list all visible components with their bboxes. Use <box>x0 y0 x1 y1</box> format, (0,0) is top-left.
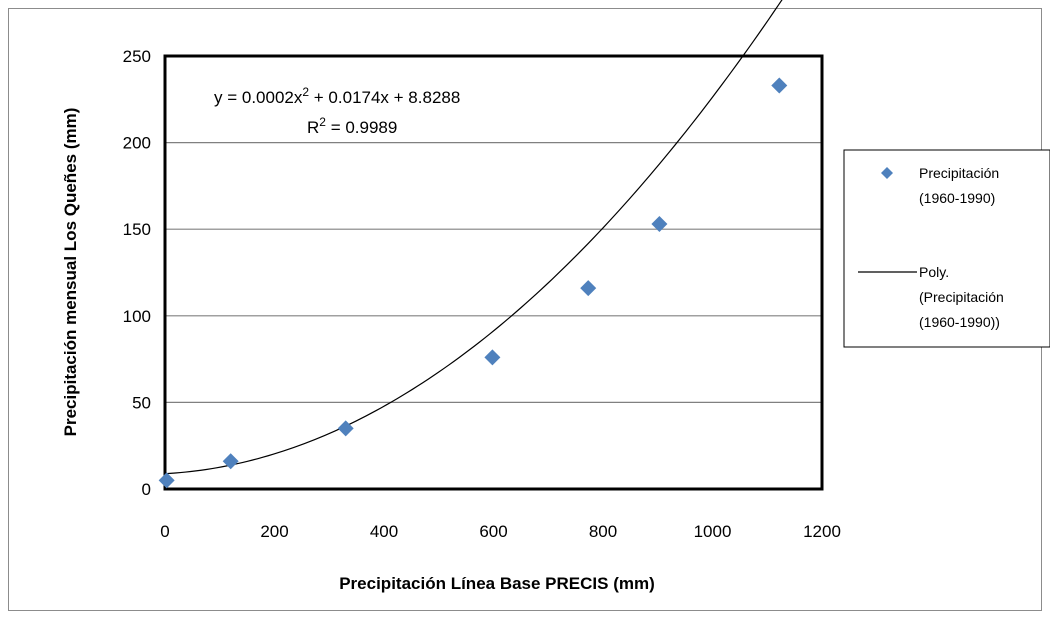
y-tick-label: 150 <box>123 220 151 239</box>
y-tick-label: 50 <box>132 393 151 412</box>
x-axis-title: Precipitación Línea Base PRECIS (mm) <box>339 574 655 593</box>
y-tick-label: 100 <box>123 307 151 326</box>
data-point <box>158 472 175 489</box>
x-tick-label: 0 <box>160 522 169 541</box>
y-tick-label: 200 <box>123 134 151 153</box>
legend-label-trend-name: (Precipitación <box>919 289 1004 305</box>
x-tick-label: 600 <box>479 522 507 541</box>
gridlines <box>165 142 822 403</box>
data-point <box>222 453 239 470</box>
x-tick-label: 1200 <box>803 522 841 541</box>
legend-label-series1: Precipitación <box>919 165 999 181</box>
x-axis-ticks: 0 200 400 600 800 1000 1200 <box>160 522 841 541</box>
plot-area <box>163 54 824 491</box>
data-point <box>337 420 354 437</box>
data-point <box>771 77 788 94</box>
legend-label-trend-range: (1960-1990)) <box>919 314 1000 330</box>
trend-equation: y = 0.0002x2 + 0.0174x + 8.8288 <box>214 85 460 107</box>
y-axis-title: Precipitación mensual Los Queñes (mm) <box>61 108 80 437</box>
x-tick-label: 400 <box>370 522 398 541</box>
legend: Precipitación (1960-1990) Poly. (Precipi… <box>843 149 1050 348</box>
data-point <box>651 216 668 233</box>
trendline <box>164 0 783 475</box>
y-tick-label: 250 <box>123 47 151 66</box>
legend-label-trend: Poly. <box>919 264 949 280</box>
data-point <box>484 349 501 366</box>
legend-box <box>843 149 1050 348</box>
data-points <box>158 77 788 489</box>
x-tick-label: 800 <box>589 522 617 541</box>
x-tick-label: 200 <box>260 522 288 541</box>
y-axis-ticks: 0 50 100 150 200 250 <box>123 47 151 499</box>
data-point <box>580 280 597 297</box>
x-tick-label: 1000 <box>694 522 732 541</box>
legend-marker-diamond <box>881 167 893 179</box>
r-squared: R2 = 0.9989 <box>307 115 397 137</box>
y-tick-label: 0 <box>142 480 151 499</box>
legend-label-series1-range: (1960-1990) <box>919 190 995 206</box>
